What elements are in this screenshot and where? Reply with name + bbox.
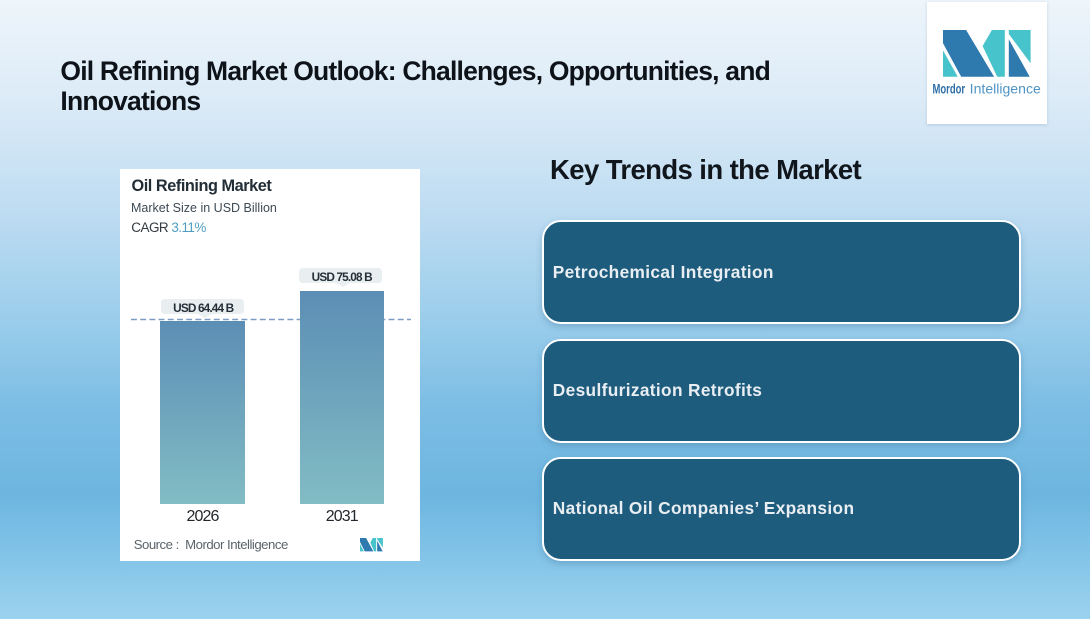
svg-text:Mordor: Mordor xyxy=(933,80,966,96)
svg-text:Intelligence: Intelligence xyxy=(970,80,1041,96)
